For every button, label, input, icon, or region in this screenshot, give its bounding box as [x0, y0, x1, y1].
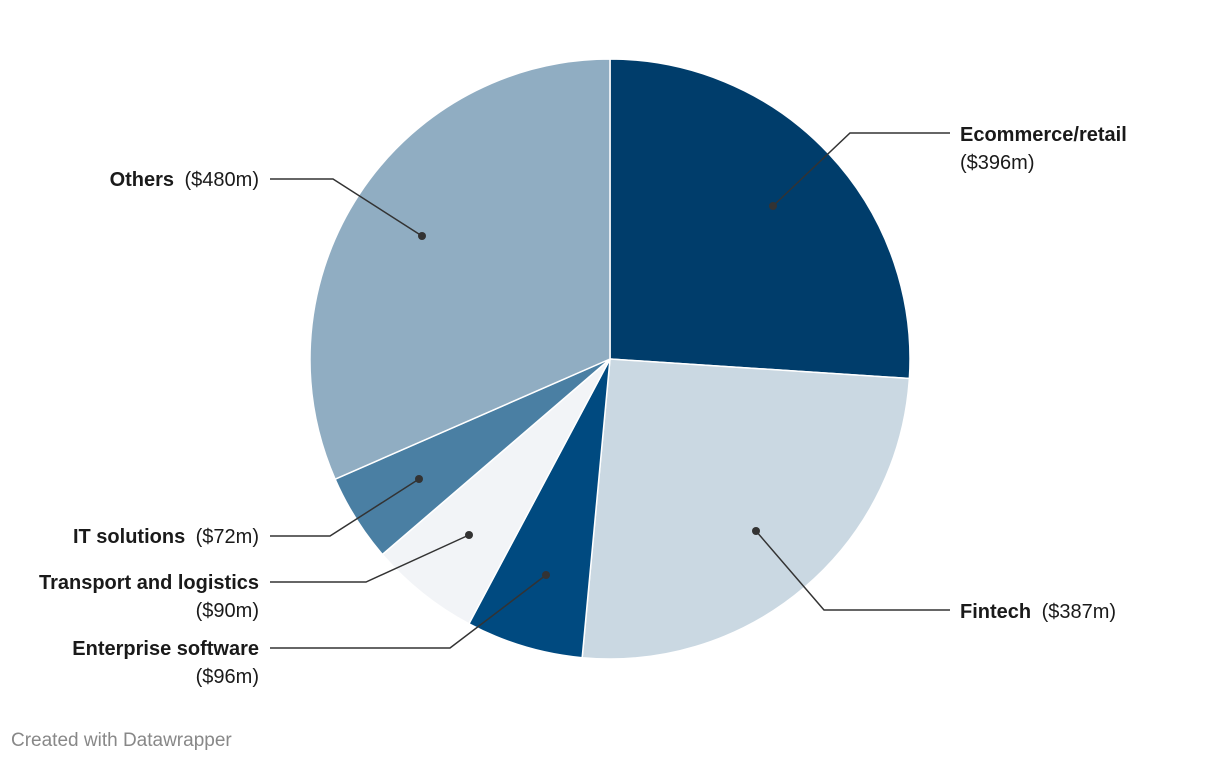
- anchor-dot-it-solutions: [415, 475, 423, 483]
- slice-name-ecommerce-retail: Ecommerce/retail: [960, 124, 1127, 146]
- pie-slice-enterprise-software: [467, 358, 611, 659]
- datawrapper-credit: Created with Datawrapper: [11, 730, 232, 751]
- anchor-dot-others: [418, 232, 426, 240]
- leader-others: [270, 178, 423, 237]
- label-enterprise-software: Enterprise software ($96m): [72, 571, 550, 688]
- svg-text:Transport and logistics: Transport and logistics: [39, 572, 259, 594]
- slice-name-fintech: Fintech: [960, 601, 1031, 623]
- slice-value-it-solutions: ($72m): [196, 526, 259, 548]
- leader-ecommerce-retail: [772, 132, 950, 207]
- svg-text:($396m): ($396m): [960, 152, 1034, 174]
- svg-text:Others ($480m): Others ($480m): [110, 169, 259, 191]
- svg-text:($90m): ($90m): [196, 600, 259, 622]
- svg-text:($96m): ($96m): [196, 666, 259, 688]
- svg-text:Fintech ($387m): Fintech ($387m): [960, 601, 1116, 623]
- slice-name-transport-logistics: Transport and logistics: [39, 572, 259, 594]
- slice-value-others: ($480m): [185, 169, 259, 191]
- leader-enterprise-software: [270, 574, 547, 649]
- anchor-dot-ecommerce-retail: [769, 202, 777, 210]
- anchor-dot-fintech: [752, 527, 760, 535]
- leader-fintech: [755, 530, 950, 611]
- label-transport-logistics: Transport and logistics ($90m): [39, 531, 473, 622]
- leader-transport-logistics: [270, 534, 470, 583]
- pie-slice-ecommerce-retail: [609, 58, 911, 380]
- slice-name-enterprise-software: Enterprise software: [72, 638, 259, 660]
- svg-text:Enterprise software: Enterprise software: [72, 638, 259, 660]
- slice-value-fintech: ($387m): [1042, 601, 1116, 623]
- svg-text:IT solutions ($72m): IT solutions ($72m): [73, 526, 259, 548]
- slice-value-enterprise-software: ($96m): [196, 666, 259, 688]
- slice-value-transport-logistics: ($90m): [196, 600, 259, 622]
- slice-name-others: Others: [110, 169, 174, 191]
- label-others: Others ($480m): [110, 169, 426, 240]
- slice-value-ecommerce-retail: ($396m): [960, 152, 1034, 174]
- svg-text:Ecommerce/retail: Ecommerce/retail: [960, 124, 1127, 146]
- anchor-dot-transport-logistics: [465, 531, 473, 539]
- anchor-dot-enterprise-software: [542, 571, 550, 579]
- label-ecommerce-retail: Ecommerce/retail ($396m): [769, 124, 1127, 210]
- slice-name-it-solutions: IT solutions: [73, 526, 185, 548]
- leader-it-solutions: [270, 478, 420, 537]
- label-fintech: Fintech ($387m): [752, 527, 1116, 623]
- label-it-solutions: IT solutions ($72m): [73, 475, 423, 548]
- pie-slice-fintech: [581, 358, 911, 660]
- pie-slices: [309, 58, 911, 660]
